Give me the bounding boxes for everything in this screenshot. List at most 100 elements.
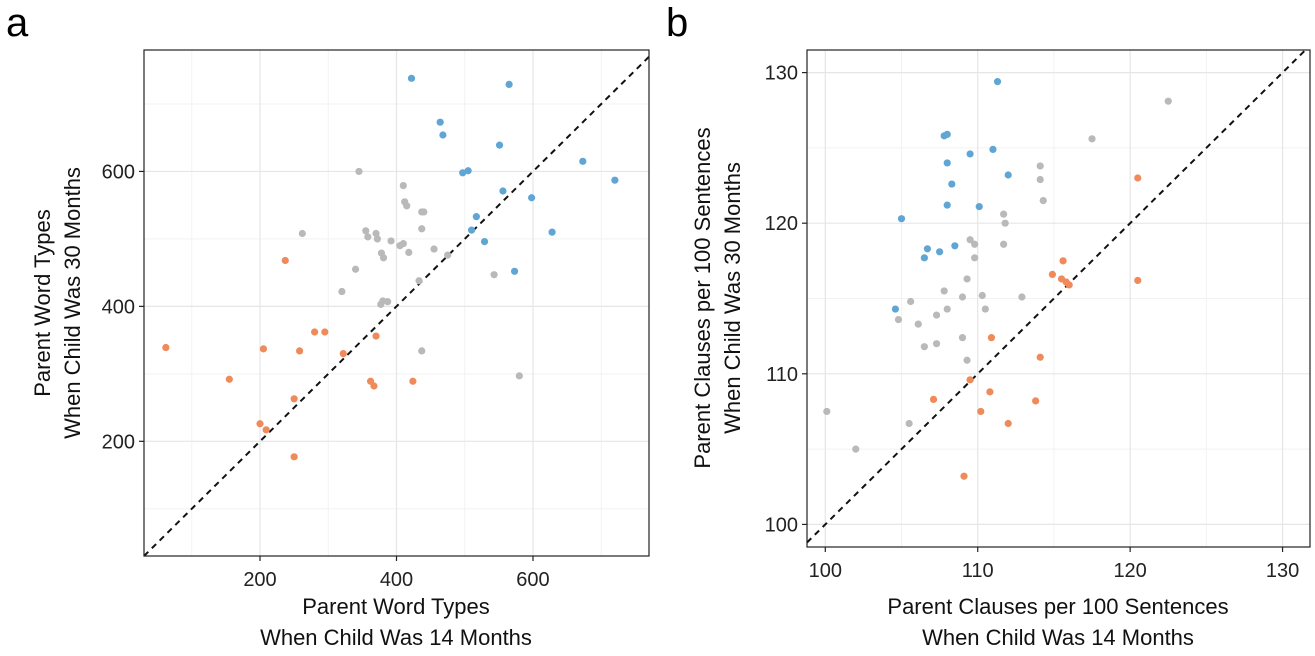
identity-line	[143, 56, 650, 557]
data-point-orange	[311, 328, 319, 336]
data-point-gray	[966, 236, 974, 244]
data-point-blue	[499, 187, 507, 195]
panel-a-y-ticks: 200 400 600	[102, 161, 144, 453]
panel-b: b 100 110 120 130 100 110 120 130 Parent Claus…	[666, 1, 1311, 650]
data-point-gray	[914, 320, 922, 328]
data-point-orange	[1036, 353, 1044, 361]
data-point-orange	[372, 332, 380, 340]
panel-b-frame	[806, 49, 1311, 548]
data-point-orange	[987, 334, 996, 342]
data-point-gray	[372, 229, 380, 238]
data-point-gray	[1001, 219, 1009, 227]
data-point-gray	[405, 248, 413, 256]
data-point-gray	[1088, 135, 1096, 143]
x-tick-label: 600	[516, 569, 549, 591]
data-point-gray	[490, 271, 498, 279]
data-point-orange	[409, 377, 417, 385]
data-point-gray	[384, 298, 392, 306]
data-point-gray	[415, 277, 423, 285]
data-point-gray	[403, 202, 411, 210]
y-tick-label: 600	[102, 161, 135, 183]
panel-b-y-ticks: 100 110 120 130	[765, 63, 807, 536]
panel-b-y-axis-label-line1: Parent Clauses per 100 Sentences	[690, 127, 715, 468]
data-point-blue	[920, 254, 928, 262]
data-point-gray	[351, 265, 360, 273]
x-tick-label: 200	[243, 569, 276, 591]
y-tick-label: 400	[102, 296, 135, 318]
data-point-gray	[298, 229, 306, 238]
data-point-orange	[290, 395, 298, 403]
data-point-blue	[891, 305, 900, 313]
data-point-gray	[373, 235, 381, 243]
panel-b-points	[823, 78, 1172, 480]
data-point-gray	[420, 208, 428, 216]
panel-b-x-axis-label-line2: When Child Was 14 Months	[922, 625, 1194, 650]
data-point-orange	[966, 376, 974, 384]
data-point-blue	[505, 80, 513, 89]
y-tick-label: 130	[765, 63, 798, 85]
data-point-blue	[611, 176, 619, 184]
data-point-gray	[958, 293, 967, 301]
data-point-gray	[430, 245, 438, 253]
y-tick-label: 120	[765, 213, 798, 235]
data-point-gray	[1036, 175, 1044, 184]
data-point-gray	[905, 419, 913, 428]
data-point-orange	[977, 407, 985, 416]
panel-a-grid	[144, 50, 649, 556]
x-tick-label: 120	[1113, 560, 1146, 582]
data-point-blue	[548, 228, 556, 236]
data-point-blue	[495, 141, 504, 149]
panel-b-reference-line	[806, 49, 1307, 544]
y-tick-label: 100	[765, 514, 798, 536]
data-point-orange	[1134, 276, 1142, 285]
data-point-blue	[943, 130, 951, 138]
data-point-gray	[943, 305, 951, 313]
panel-a-x-axis-label-line2: When Child Was 14 Months	[260, 625, 532, 650]
panel-b-x-axis-label-line1: Parent Clauses per 100 Sentences	[887, 594, 1228, 619]
data-point-orange	[256, 420, 264, 428]
data-point-blue	[436, 118, 444, 126]
panel-a-y-axis-label-line1: Parent Word Types	[30, 209, 55, 397]
panel-a-reference-line	[143, 56, 650, 557]
data-point-blue	[951, 242, 959, 250]
y-tick-label: 110	[766, 364, 798, 386]
data-point-gray	[940, 287, 948, 295]
data-point-gray	[971, 254, 979, 262]
data-point-orange	[281, 256, 289, 265]
data-point-blue	[464, 167, 472, 175]
data-point-blue	[975, 203, 983, 211]
data-point-orange	[1134, 174, 1142, 182]
data-point-orange	[370, 382, 378, 390]
panel-b-y-axis-label-line2: When Child Was 30 Months	[720, 162, 745, 434]
data-point-orange	[1032, 397, 1040, 405]
x-tick-label: 100	[809, 560, 842, 582]
data-point-orange	[1065, 281, 1073, 289]
data-point-gray	[1039, 197, 1047, 205]
data-point-blue	[472, 213, 480, 221]
data-point-blue	[528, 194, 536, 202]
data-point-orange	[960, 472, 968, 480]
data-point-gray	[355, 167, 363, 176]
panel-b-x-ticks: 100 110 120 130	[809, 547, 1299, 582]
data-point-blue	[897, 215, 906, 223]
data-point-blue	[943, 159, 951, 167]
data-point-gray	[907, 297, 915, 306]
x-tick-label: 130	[1266, 560, 1299, 582]
data-point-orange	[321, 328, 329, 336]
data-point-gray	[1018, 293, 1026, 301]
data-point-blue	[439, 131, 447, 139]
data-point-blue	[943, 201, 951, 209]
data-point-blue	[993, 78, 1002, 86]
data-point-blue	[510, 267, 519, 275]
data-point-gray	[515, 372, 523, 380]
x-tick-label: 400	[380, 569, 413, 591]
data-point-gray	[377, 300, 385, 308]
data-point-gray	[387, 237, 395, 245]
data-point-orange	[162, 343, 170, 352]
data-point-blue	[1004, 171, 1012, 179]
data-point-gray	[981, 305, 989, 313]
panel-b-grid	[807, 50, 1310, 547]
data-point-orange	[339, 350, 347, 358]
data-point-gray	[338, 287, 346, 296]
data-point-orange	[295, 347, 304, 355]
